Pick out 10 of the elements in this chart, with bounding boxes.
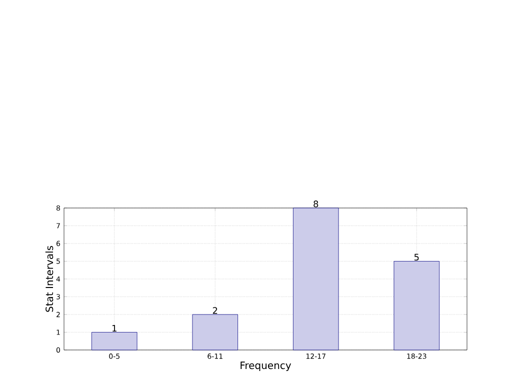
- data-label: 5: [414, 254, 419, 261]
- bar: [92, 332, 138, 350]
- bar: [293, 208, 339, 350]
- bar: [192, 314, 238, 350]
- x-axis-title: Frequency: [240, 362, 292, 372]
- data-label: 8: [314, 200, 318, 208]
- bar: [394, 261, 440, 350]
- data-label: 2: [212, 307, 218, 314]
- y-axis-title: Stat Intervals: [45, 246, 54, 312]
- data-label: 1: [112, 324, 116, 332]
